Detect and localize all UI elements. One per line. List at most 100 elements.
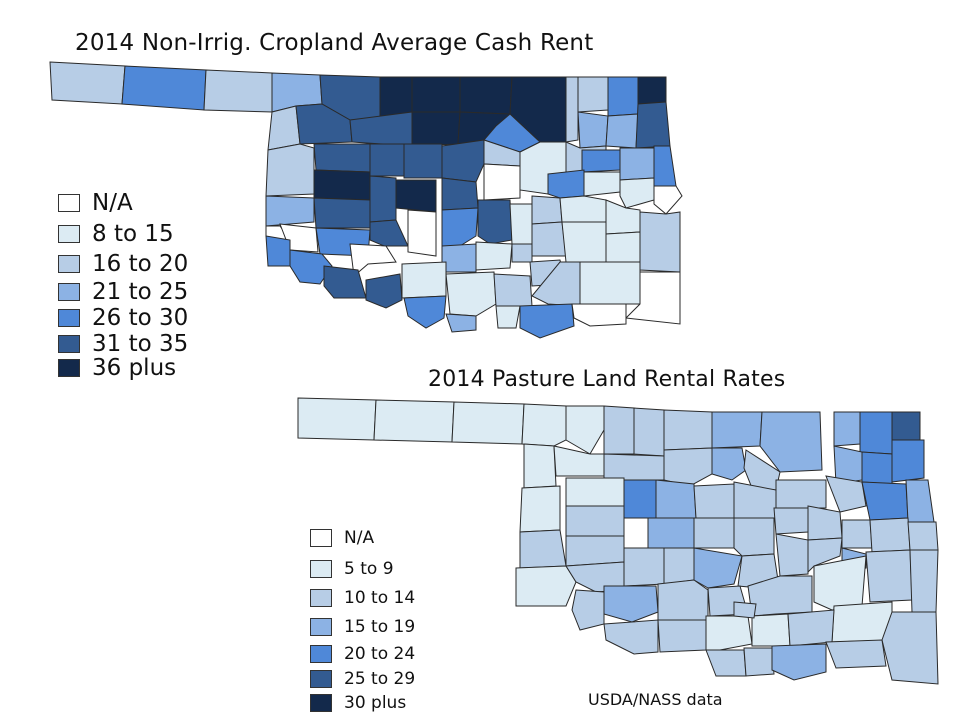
county [313,143,371,173]
county [603,453,665,481]
county [531,195,563,225]
county [653,185,683,215]
legend-swatch [310,645,332,663]
county [705,615,753,651]
county [577,111,609,149]
pasture-choropleth [297,397,939,685]
legend-item: 5 to 9 [310,559,394,579]
county [775,479,827,509]
county [869,517,911,553]
county [891,411,921,441]
county [483,163,521,201]
legend-swatch [310,694,332,712]
county [653,145,677,187]
county [547,169,585,199]
county [711,447,747,481]
county [203,69,273,113]
county [519,303,575,339]
county [571,589,605,631]
county [565,535,625,567]
source-note: USDA/NASS data [588,690,723,709]
legend-swatch [58,225,80,243]
county [841,519,873,549]
legend-item: N/A [58,190,133,216]
county [49,61,126,105]
county [624,271,681,325]
county [711,411,763,449]
county [531,221,567,257]
county [509,203,533,245]
county [511,243,533,263]
legend-label: 8 to 15 [92,221,174,247]
county [657,619,707,653]
legend-item: 21 to 25 [58,279,188,305]
legend-swatch [58,309,80,327]
county [861,451,893,485]
county [905,479,935,523]
county [515,565,577,607]
legend-label: 30 plus [344,693,407,713]
county [865,549,913,603]
county [733,517,775,557]
county [787,609,835,647]
county [663,547,695,585]
county [407,209,437,257]
county [459,76,513,115]
legend-swatch [310,670,332,688]
county [639,211,681,273]
county [121,65,207,111]
legend-label: 21 to 25 [92,279,189,305]
legend-item: 25 to 29 [310,669,415,689]
legend-swatch [58,359,80,377]
county [565,405,605,455]
county [603,405,635,455]
county [475,241,513,271]
county [411,111,461,147]
county [833,411,861,447]
county [477,199,513,245]
legend-item: 10 to 14 [310,588,415,608]
legend-item: 36 plus [58,355,176,381]
legend-swatch [58,255,80,273]
county [559,195,607,223]
county [693,517,735,549]
county [657,579,709,623]
legend-label: 5 to 9 [344,559,394,579]
county [571,303,627,327]
county [403,143,443,179]
legend-item: 26 to 30 [58,305,188,331]
county [565,477,625,507]
county [619,177,655,209]
county [655,479,697,519]
legend-swatch [310,589,332,607]
county [861,481,909,521]
county [403,295,447,329]
county [705,649,747,677]
county [759,411,823,473]
county [369,175,397,223]
county [619,147,655,181]
legend-item: 31 to 35 [58,331,188,357]
legend-swatch [310,529,332,547]
legend-item: 15 to 19 [310,617,415,637]
county [553,445,605,477]
county [623,547,665,587]
county [521,403,567,447]
county [493,273,533,307]
county [635,101,671,149]
legend-label: 31 to 35 [92,331,189,357]
county [743,647,775,677]
county [607,76,639,117]
county [751,613,791,647]
legend-item: 8 to 15 [58,221,174,247]
legend-swatch [58,283,80,301]
county [369,143,405,177]
county [633,407,665,457]
legend-item: 30 plus [310,693,406,713]
county [495,305,521,329]
county [373,399,455,443]
county [395,179,437,213]
county [441,207,479,247]
legend-swatch [310,618,332,636]
